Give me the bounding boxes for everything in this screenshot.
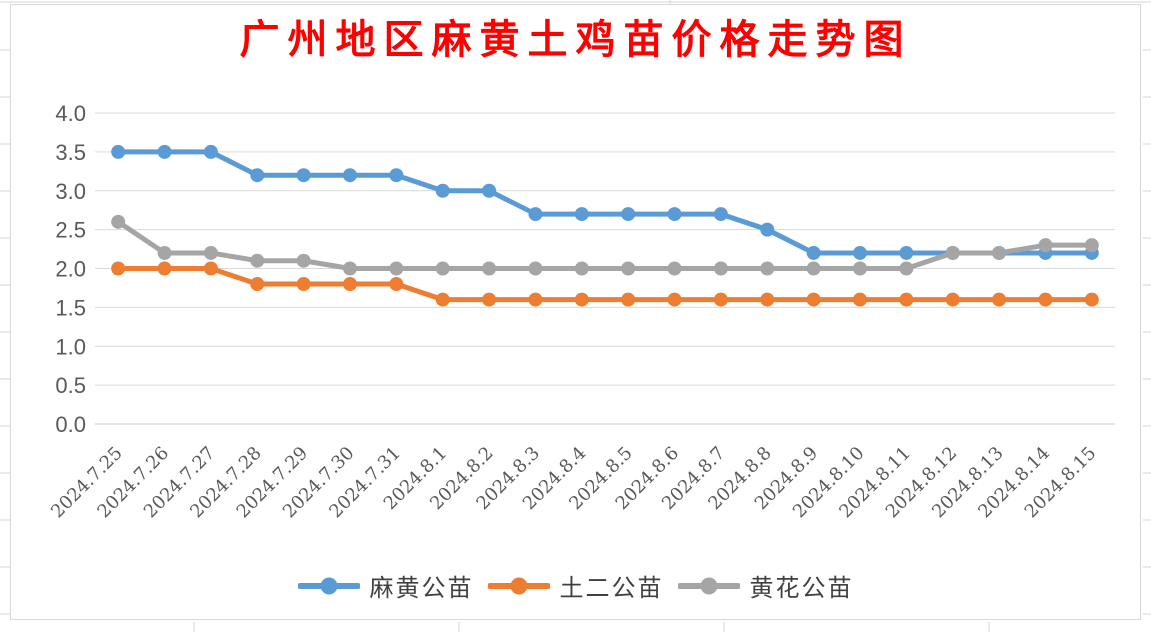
y-axis-tick-label: 1.0 (55, 334, 86, 359)
data-point-marker (1038, 238, 1053, 253)
data-point-marker (945, 245, 960, 260)
data-point-marker (899, 245, 914, 260)
data-point-marker (806, 261, 821, 276)
data-point-marker (806, 245, 821, 260)
data-point-marker (111, 144, 126, 159)
legend-line-marker-icon (297, 577, 360, 594)
data-point-marker (621, 261, 636, 276)
legend-label: 黄花公苗 (749, 574, 854, 602)
series-2[interactable] (111, 214, 1099, 276)
legend-circle (510, 577, 527, 594)
data-point-marker (203, 245, 218, 260)
data-point-marker (667, 292, 682, 307)
data-point-marker (945, 292, 960, 307)
data-point-marker (574, 261, 589, 276)
data-point-marker (157, 261, 172, 276)
data-point-marker (853, 245, 867, 260)
data-point-marker (667, 261, 682, 276)
series-0[interactable] (111, 144, 1099, 260)
y-axis-tick-label: 2.5 (55, 218, 86, 243)
y-axis-tick-label: 3.5 (55, 140, 86, 165)
y-axis-tick-label: 3.0 (55, 179, 86, 204)
data-point-marker (853, 292, 867, 307)
data-point-marker (760, 222, 775, 237)
data-point-marker (1084, 292, 1099, 307)
data-point-marker (899, 292, 914, 307)
chart-title[interactable]: 广州地区麻黄土鸡苗价格走势图 (239, 16, 912, 63)
data-point-marker (1038, 292, 1053, 307)
data-point-marker (713, 292, 728, 307)
data-point-marker (992, 292, 1007, 307)
data-point-marker (296, 277, 311, 292)
data-point-marker (528, 207, 543, 222)
data-point-marker (389, 277, 404, 292)
chart-object[interactable] (10, 4, 1141, 620)
data-point-marker (482, 261, 497, 276)
data-point-marker (574, 292, 589, 307)
data-point-marker (1084, 238, 1099, 253)
data-point-marker (111, 214, 126, 229)
data-point-marker (899, 261, 914, 276)
data-point-marker (992, 245, 1007, 260)
series-line (115, 266, 1095, 303)
series-line (115, 149, 1095, 256)
data-point-marker (250, 253, 265, 268)
y-axis-tick-label: 0.5 (55, 373, 86, 398)
y-axis-tick-label: 1.5 (55, 295, 86, 320)
data-point-marker (203, 144, 218, 159)
legend-label: 土二公苗 (559, 574, 664, 602)
y-axis-tick-label: 4.0 (55, 101, 86, 126)
data-point-marker (621, 292, 636, 307)
data-point-marker (389, 168, 404, 183)
data-point-marker (621, 207, 636, 222)
data-point-marker (250, 277, 265, 292)
data-point-marker (713, 207, 728, 222)
data-point-marker (435, 183, 450, 198)
data-point-marker (435, 292, 450, 307)
series-line (115, 219, 1095, 271)
data-point-marker (157, 144, 172, 159)
legend-item-1[interactable]: 土二公苗 (487, 568, 664, 603)
series-1[interactable] (111, 261, 1099, 307)
data-point-marker (343, 261, 357, 276)
y-axis-tick-label: 2.0 (55, 257, 86, 282)
data-point-marker (853, 261, 867, 276)
legend-line-marker-icon (677, 577, 740, 594)
data-point-marker (528, 292, 543, 307)
data-point-marker (574, 207, 589, 222)
data-point-marker (806, 292, 821, 307)
data-point-marker (250, 168, 265, 183)
data-point-marker (667, 207, 682, 222)
data-point-marker (343, 277, 357, 292)
legend-item-0[interactable]: 麻黄公苗 (297, 568, 474, 603)
data-point-marker (203, 261, 218, 276)
data-point-marker (760, 292, 775, 307)
data-point-marker (760, 261, 775, 276)
legend-item-2[interactable]: 黄花公苗 (677, 568, 854, 603)
data-point-marker (111, 261, 126, 276)
data-point-marker (157, 245, 172, 260)
legend-line-marker-icon (487, 577, 550, 594)
legend-circle (320, 577, 337, 594)
legend-circle (700, 577, 717, 594)
data-point-marker (482, 292, 497, 307)
data-point-marker (528, 261, 543, 276)
data-point-marker (435, 261, 450, 276)
data-point-marker (389, 261, 404, 276)
data-point-marker (296, 168, 311, 183)
y-axis-tick-label: 0.0 (55, 412, 86, 437)
data-point-marker (343, 168, 357, 183)
legend-label: 麻黄公苗 (369, 574, 474, 602)
data-point-marker (713, 261, 728, 276)
data-point-marker (482, 183, 497, 198)
data-point-marker (296, 253, 311, 268)
chart-legend: 麻黄公苗 土二公苗 黄花公苗 (0, 568, 1151, 603)
